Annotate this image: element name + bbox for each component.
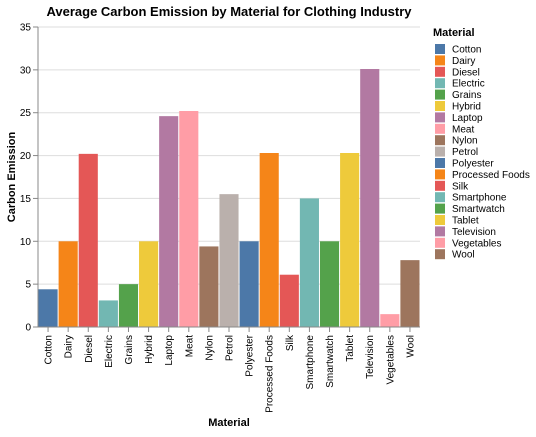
legend-swatch (435, 135, 445, 146)
legend-label: Laptop (452, 113, 483, 124)
x-tick-label: Television (365, 335, 376, 379)
bar-hybrid[interactable]: Hybrid: 10 (139, 241, 159, 327)
bar-vegetables[interactable]: Vegetables: 1.5 (380, 314, 400, 327)
x-tick-label: Dairy (64, 335, 75, 358)
legend-label: Hybrid (452, 102, 481, 113)
legend-swatch (435, 158, 445, 168)
legend-swatch (435, 249, 445, 260)
x-tick-label: Processed Foods (265, 335, 276, 413)
x-tick-label: Smartwatch (325, 335, 336, 388)
legend-label: Grains (452, 90, 481, 101)
y-tick-label: 0 (25, 323, 31, 334)
legend-swatch (435, 123, 445, 134)
x-tick-label: Petrol (225, 335, 236, 361)
legend-swatch (435, 78, 445, 89)
legend-label: Diesel (452, 67, 480, 78)
bar-wool[interactable]: Wool: 7.8 (400, 260, 420, 327)
legend-swatch (435, 101, 445, 111)
legend-label: Tablet (452, 216, 479, 227)
x-tick-label: Diesel (84, 335, 95, 363)
y-tick-label: 30 (20, 65, 32, 76)
legend-label: Polyester (452, 159, 494, 170)
legend-swatch (435, 237, 445, 248)
x-tick-label: Laptop (164, 335, 175, 366)
legend-label: Smartwatch (452, 204, 505, 215)
legend-swatch (435, 89, 445, 100)
x-tick-label: Meat (184, 335, 195, 357)
legend-label: Dairy (452, 56, 475, 67)
x-tick-label: Tablet (345, 335, 356, 362)
bar-diesel[interactable]: Diesel: 20.2 (78, 153, 98, 327)
bar-tablet[interactable]: Tablet: 20.3 (340, 153, 360, 327)
legend-label: Television (452, 227, 496, 238)
legend-label: Smartphone (452, 193, 507, 204)
bar-cotton[interactable]: Cotton: 4.4 (38, 289, 58, 327)
bar-petrol[interactable]: Petrol: 15.5 (219, 194, 239, 327)
x-tick-label: Hybrid (144, 335, 155, 364)
x-tick-label: Wool (405, 335, 416, 358)
x-tick-label: Vegetables (385, 335, 396, 385)
legend-label: Vegetables (452, 238, 502, 249)
x-tick-label: Nylon (204, 335, 215, 361)
legend-label: Meat (452, 124, 474, 135)
x-tick-label: Polyester (245, 334, 256, 376)
y-tick-label: 25 (20, 108, 32, 119)
legend-swatch (435, 192, 445, 203)
x-tick-label: Cotton (44, 335, 55, 364)
y-tick-label: 20 (20, 151, 32, 162)
bars: Cotton: 4.4Dairy: 10Diesel: 20.2Electric… (38, 69, 420, 328)
legend-label: Petrol (452, 147, 478, 158)
legend-label: Wool (452, 250, 475, 261)
legend-label: Cotton (452, 45, 481, 56)
legend-swatch (435, 66, 445, 77)
x-tick-label: Silk (285, 334, 296, 351)
x-tick-label: Electric (104, 335, 115, 368)
bar-polyester[interactable]: Polyester: 10 (239, 241, 259, 327)
bar-laptop[interactable]: Laptop: 24.6 (159, 116, 179, 328)
legend-swatch (435, 203, 445, 214)
bar-smartwatch[interactable]: Smartwatch: 10 (319, 241, 340, 327)
legend-label: Electric (452, 79, 485, 90)
legend-swatch (435, 169, 445, 180)
y-axis-title: Carbon Emission (6, 131, 18, 222)
bar-grains[interactable]: Grains: 5 (118, 284, 139, 327)
legend: Material CottonDairyDieselElectricGrains… (433, 27, 530, 261)
chart-title: Average Carbon Emission by Material for … (46, 4, 412, 19)
legend-label: Nylon (452, 136, 478, 147)
y-tick-label: 35 (20, 23, 32, 34)
legend-swatch (435, 215, 445, 225)
bar-silk[interactable]: Silk: 6.1 (279, 274, 299, 327)
bar-electric[interactable]: Electric: 3.1 (98, 300, 118, 327)
legend-swatch (435, 146, 445, 157)
legend-title: Material (433, 27, 475, 39)
legend-swatch (435, 44, 445, 54)
legend-swatch (435, 55, 445, 66)
x-tick-label: Grains (124, 335, 135, 364)
bar-television[interactable]: Television: 30.1 (360, 69, 380, 327)
bar-nylon[interactable]: Nylon: 9.4 (199, 246, 219, 327)
legend-label: Silk (452, 181, 469, 192)
legend-swatch (435, 112, 445, 123)
legend-swatch (435, 180, 445, 191)
bar-smartphone[interactable]: Smartphone: 15 (299, 198, 319, 327)
y-tick-label: 15 (20, 194, 32, 205)
y-tick-label: 10 (20, 237, 32, 248)
bar-processed-foods[interactable]: Processed Foods: 20.3 (259, 153, 279, 327)
bar-meat[interactable]: Meat: 25.2 (179, 111, 199, 327)
legend-label: Processed Foods (452, 170, 530, 181)
x-tick-label: Smartphone (305, 335, 316, 390)
legend-swatch (435, 226, 445, 237)
x-axis-title: Material (208, 417, 250, 429)
bar-dairy[interactable]: Dairy: 10 (58, 241, 78, 327)
y-tick-label: 5 (25, 280, 31, 291)
